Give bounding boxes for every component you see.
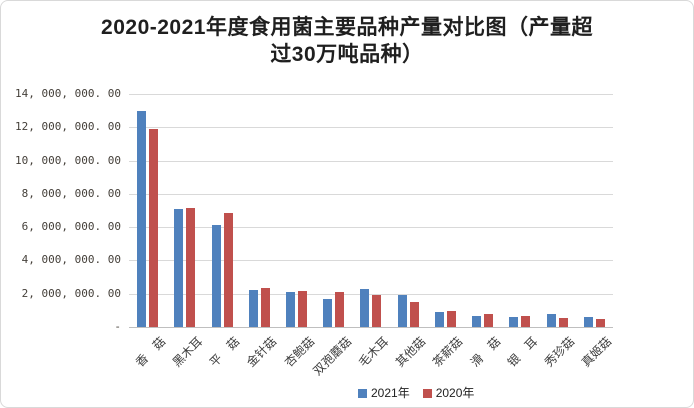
bar-group (278, 94, 315, 327)
gridline (129, 94, 613, 95)
y-tick-label: 10, 000, 000. 00 (15, 153, 121, 167)
bar-2020年 (521, 316, 531, 327)
x-axis-line (129, 327, 613, 328)
gridline (129, 260, 613, 262)
bar-2020年 (372, 295, 382, 327)
legend-label: 2021年 (371, 386, 410, 400)
y-tick-label: - (114, 320, 121, 333)
bar-group (129, 94, 166, 327)
gridline (129, 293, 613, 295)
bar-group (390, 94, 427, 327)
gridline (129, 127, 613, 129)
bar-2020年 (484, 314, 494, 327)
bar-group (576, 94, 613, 327)
legend-label: 2020年 (435, 386, 475, 400)
bar-group (315, 94, 352, 327)
x-category-label: 毛木耳 (355, 334, 392, 370)
bar-2021年 (397, 295, 407, 327)
y-tick-label: 12, 000, 000. 00 (15, 120, 121, 134)
x-category-label: 金针菇 (244, 334, 280, 370)
x-category-label: 黑木耳 (169, 334, 206, 370)
gridline (129, 160, 613, 162)
bar-group (352, 94, 389, 327)
bar-2020年 (558, 318, 568, 327)
bar-group (166, 94, 203, 327)
bar-2020年 (446, 311, 456, 327)
legend-item: 2020年 (422, 386, 475, 400)
bar-2021年 (546, 314, 556, 327)
x-category-label: 秀珍菇 (541, 334, 578, 370)
x-category-label: 香 菇 (132, 334, 168, 370)
bar-2021年 (583, 317, 593, 327)
bar-group (241, 94, 278, 327)
bar-group (203, 94, 240, 327)
y-tick-label: 4, 000, 000. 00 (21, 253, 121, 267)
y-tick-label: 8, 000, 000. 00 (21, 186, 121, 200)
bar-2021年 (434, 312, 444, 327)
legend-swatch-icon (358, 388, 367, 398)
bar-2021年 (137, 111, 147, 327)
x-category-label: 平 菇 (206, 334, 243, 370)
bar-2020年 (186, 208, 196, 327)
bar-2021年 (323, 299, 333, 327)
bar-2020年 (260, 288, 270, 327)
y-tick-label: 2, 000, 000. 00 (21, 286, 121, 300)
bar-group (464, 94, 501, 327)
bar-2021年 (509, 317, 519, 327)
bar-2020年 (298, 291, 308, 327)
y-tick-label: 14, 000, 000. 00 (15, 87, 121, 100)
bar-2020年 (409, 302, 419, 327)
bar-group (539, 94, 576, 327)
legend: 2021年 2020年 (358, 387, 474, 399)
bar-2020年 (335, 292, 345, 327)
x-category-label: 其他菇 (393, 334, 429, 370)
x-category-label: 茶薪菇 (430, 334, 466, 370)
bar-group (501, 94, 538, 327)
bar-2021年 (174, 209, 184, 327)
y-tick-label: 6, 000, 000. 00 (21, 220, 121, 234)
bar-2020年 (223, 213, 233, 327)
bar-2021年 (472, 316, 482, 327)
x-category-label: 银 耳 (504, 334, 541, 370)
bar-2021年 (286, 292, 296, 327)
bar-2021年 (211, 225, 221, 327)
x-category-label: 滑 菇 (467, 334, 503, 370)
chart-title-line2: 过30万吨品种） (270, 43, 424, 66)
x-category-label: 双孢蘑菇 (310, 334, 354, 379)
x-category-label: 杏鲍菇 (281, 334, 317, 370)
x-category-label: 真姬菇 (579, 334, 615, 370)
bar-group (427, 94, 464, 327)
bar-2021年 (360, 289, 370, 327)
legend-item: 2021年 (358, 387, 410, 399)
bar-2020年 (149, 129, 159, 327)
gridline (129, 193, 613, 195)
chart-title-line1: 2020-2021年度食用菌主要品种产量对比图（产量超 (101, 16, 593, 39)
chart-title: 2020-2021年度食用菌主要品种产量对比图（产量超 过30万吨品种） (1, 14, 693, 68)
bar-2021年 (248, 290, 258, 327)
bar-2020年 (595, 319, 605, 327)
gridline (129, 227, 613, 229)
legend-swatch-icon (422, 388, 432, 398)
